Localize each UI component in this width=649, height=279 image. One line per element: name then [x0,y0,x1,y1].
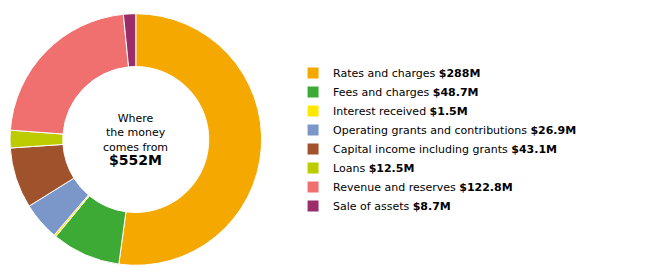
svg-text:Rates and charges $288M: Rates and charges $288M [333,67,480,80]
svg-text:Operating grants and contribut: Operating grants and contributions $26.9… [333,124,576,137]
svg-text:Loans $12.5M: Loans $12.5M [333,162,414,175]
svg-text:Interest received $1.5M: Interest received $1.5M [333,105,468,118]
svg-text:Capital income including grant: Capital income including grants $43.1M [333,143,557,156]
svg-text:Sale of assets $8.7M: Sale of assets $8.7M [333,200,451,213]
svg-text:Wherethe moneycomes from$552M: Wherethe moneycomes from$552M [103,112,168,168]
svg-text:Revenue and reserves $122.8M: Revenue and reserves $122.8M [333,181,513,194]
svg-text:Fees and charges $48.7M: Fees and charges $48.7M [333,86,479,99]
